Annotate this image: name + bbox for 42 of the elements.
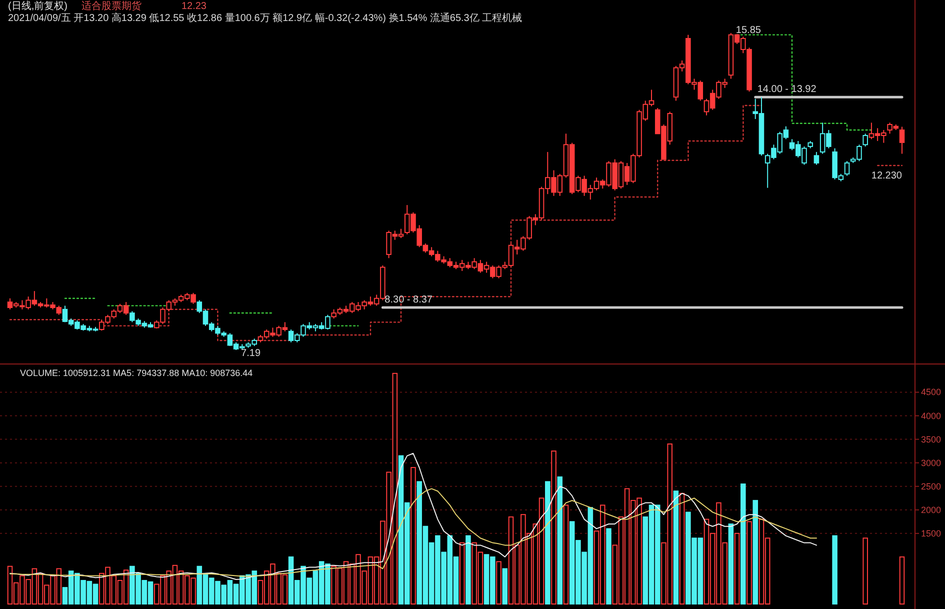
bar	[899, 556, 905, 604]
annotation: 15.85	[736, 25, 762, 36]
bar	[606, 528, 612, 604]
bar	[740, 484, 746, 604]
y-tick-label: 4500	[921, 387, 942, 398]
bar	[862, 538, 868, 604]
bar	[551, 450, 556, 604]
annotation: 7.19	[241, 348, 261, 359]
y-tick-label: 2000	[921, 504, 942, 515]
bar	[496, 561, 502, 604]
chart-title: VOLUME: 1005912.31 MA5: 794337.88 MA10: 908736.44	[20, 368, 253, 378]
chart-subtitle: 2021/04/09/五 开13.20 高13.29 低12.55 收12.86 量100.6万 额12.9亿 幅-0.32(-2.43%) 换1.54% 流通65.3亿 工程机械	[8, 12, 522, 24]
y-tick-label: 2500	[921, 481, 942, 492]
bar	[557, 476, 562, 604]
y-tick-label: 3000	[921, 458, 942, 468]
bar	[410, 467, 416, 604]
y-tick-label: 4000	[921, 410, 942, 421]
candlestick	[814, 151, 820, 166]
line-series	[10, 488, 817, 577]
text: 适合股票期货	[81, 0, 142, 12]
bar	[502, 568, 508, 604]
bar	[563, 504, 569, 604]
annotation: 14.00 - 13.92	[757, 84, 817, 96]
bar	[728, 524, 734, 604]
bar	[673, 490, 679, 604]
annotation: 12.230	[871, 170, 902, 182]
bar	[679, 492, 685, 604]
bar	[752, 500, 758, 604]
y-tick-label: 3500	[921, 434, 942, 444]
bar	[832, 535, 838, 604]
bar	[459, 542, 465, 604]
candlestick	[844, 160, 850, 176]
annotation: 8.30 - 8.37	[384, 294, 433, 306]
bar	[466, 535, 471, 604]
line-series	[10, 452, 817, 580]
bar	[545, 481, 550, 604]
bar	[734, 532, 740, 604]
chart-title: (日线,前复权)	[8, 0, 68, 12]
candlestick	[899, 126, 905, 154]
text: 12.23	[181, 1, 207, 12]
bar	[746, 521, 752, 604]
y-tick-label: 1500	[921, 528, 942, 538]
